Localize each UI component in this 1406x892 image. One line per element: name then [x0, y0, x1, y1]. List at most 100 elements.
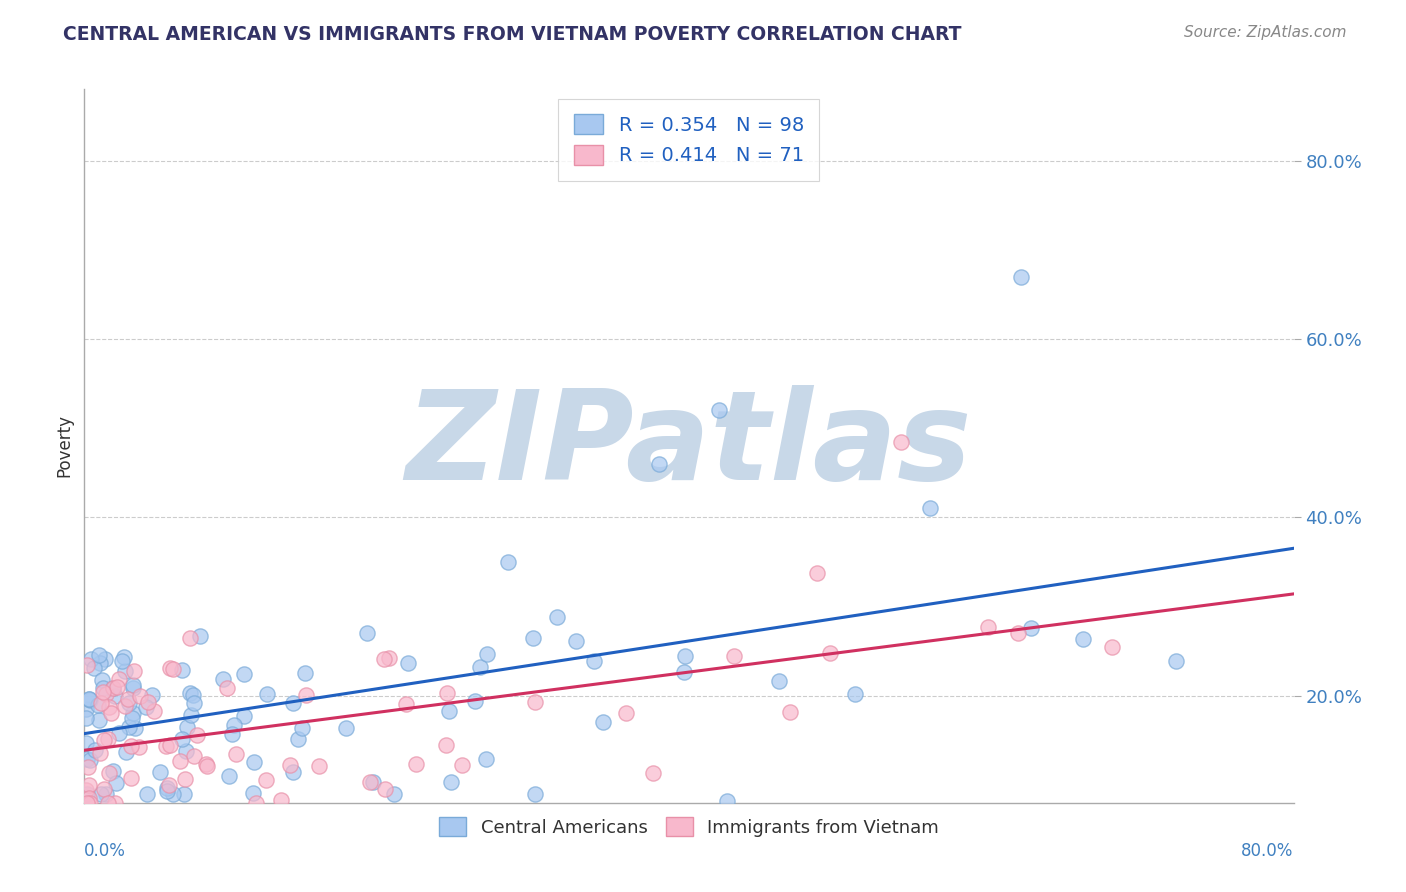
Point	[96, 687, 118, 701]
Point	[673, 648, 696, 663]
Point	[89, 746, 111, 760]
Point	[98, 699, 121, 714]
Point	[159, 739, 181, 753]
Point	[170, 732, 193, 747]
Point	[672, 665, 695, 679]
Point	[222, 718, 245, 732]
Point	[1164, 654, 1187, 668]
Point	[121, 678, 143, 692]
Point	[87, 648, 110, 662]
Point	[270, 793, 292, 807]
Point	[117, 692, 139, 706]
Point	[806, 566, 828, 580]
Point	[77, 778, 100, 792]
Point	[242, 786, 264, 800]
Point	[114, 698, 136, 713]
Point	[374, 782, 396, 797]
Point	[172, 663, 194, 677]
Point	[186, 728, 208, 742]
Point	[405, 757, 427, 772]
Point	[242, 755, 264, 769]
Point	[281, 765, 304, 780]
Point	[180, 708, 202, 723]
Point	[256, 687, 278, 701]
Point	[76, 657, 98, 672]
Point	[136, 787, 159, 801]
Point	[162, 787, 184, 801]
Point	[565, 633, 588, 648]
Point	[112, 650, 135, 665]
Point	[87, 698, 110, 712]
Point	[93, 782, 115, 797]
Point	[105, 776, 128, 790]
Point	[76, 787, 98, 801]
Point	[100, 706, 122, 720]
Point	[101, 764, 124, 779]
Point	[468, 660, 491, 674]
Point	[169, 754, 191, 768]
Point	[107, 680, 129, 694]
Point	[1007, 626, 1029, 640]
Point	[97, 796, 120, 810]
Point	[233, 708, 256, 723]
Point	[335, 721, 357, 735]
Legend: Central Americans, Immigrants from Vietnam: Central Americans, Immigrants from Vietn…	[432, 810, 946, 844]
Point	[90, 696, 112, 710]
Point	[120, 771, 142, 785]
Text: CENTRAL AMERICAN VS IMMIGRANTS FROM VIETNAM POVERTY CORRELATION CHART: CENTRAL AMERICAN VS IMMIGRANTS FROM VIET…	[63, 25, 962, 44]
Point	[592, 715, 614, 730]
Point	[101, 681, 124, 695]
Point	[79, 693, 101, 707]
Point	[101, 681, 124, 695]
Point	[356, 626, 378, 640]
Point	[195, 757, 218, 772]
Point	[98, 765, 121, 780]
Point	[135, 700, 157, 714]
Point	[179, 686, 201, 700]
Point	[75, 783, 97, 797]
Point	[128, 740, 150, 755]
Point	[128, 689, 150, 703]
Point	[122, 664, 145, 678]
Point	[395, 697, 418, 711]
Point	[159, 661, 181, 675]
Point	[118, 696, 141, 710]
Point	[79, 753, 101, 767]
Point	[373, 652, 395, 666]
Point	[221, 727, 243, 741]
Point	[474, 752, 496, 766]
Point	[83, 661, 105, 675]
Point	[114, 745, 136, 759]
Point	[844, 687, 866, 701]
Point	[308, 759, 330, 773]
Point	[124, 722, 146, 736]
Point	[77, 760, 100, 774]
Point	[121, 711, 143, 725]
Point	[723, 648, 745, 663]
Point	[709, 403, 731, 417]
Point	[90, 787, 112, 801]
Point	[91, 681, 114, 695]
Point	[188, 629, 211, 643]
Point	[94, 652, 117, 666]
Point	[174, 772, 197, 787]
Point	[648, 457, 671, 471]
Point	[156, 784, 179, 798]
Text: Source: ZipAtlas.com: Source: ZipAtlas.com	[1184, 25, 1347, 40]
Text: 80.0%: 80.0%	[1241, 842, 1294, 860]
Point	[233, 666, 256, 681]
Point	[440, 774, 463, 789]
Point	[107, 726, 129, 740]
Point	[396, 657, 419, 671]
Point	[890, 434, 912, 449]
Point	[122, 681, 145, 696]
Point	[583, 654, 606, 668]
Point	[156, 780, 179, 795]
Point	[87, 713, 110, 727]
Point	[84, 742, 107, 756]
Point	[76, 752, 98, 766]
Point	[75, 736, 97, 750]
Point	[291, 721, 314, 735]
Point	[641, 766, 664, 780]
Point	[437, 704, 460, 718]
